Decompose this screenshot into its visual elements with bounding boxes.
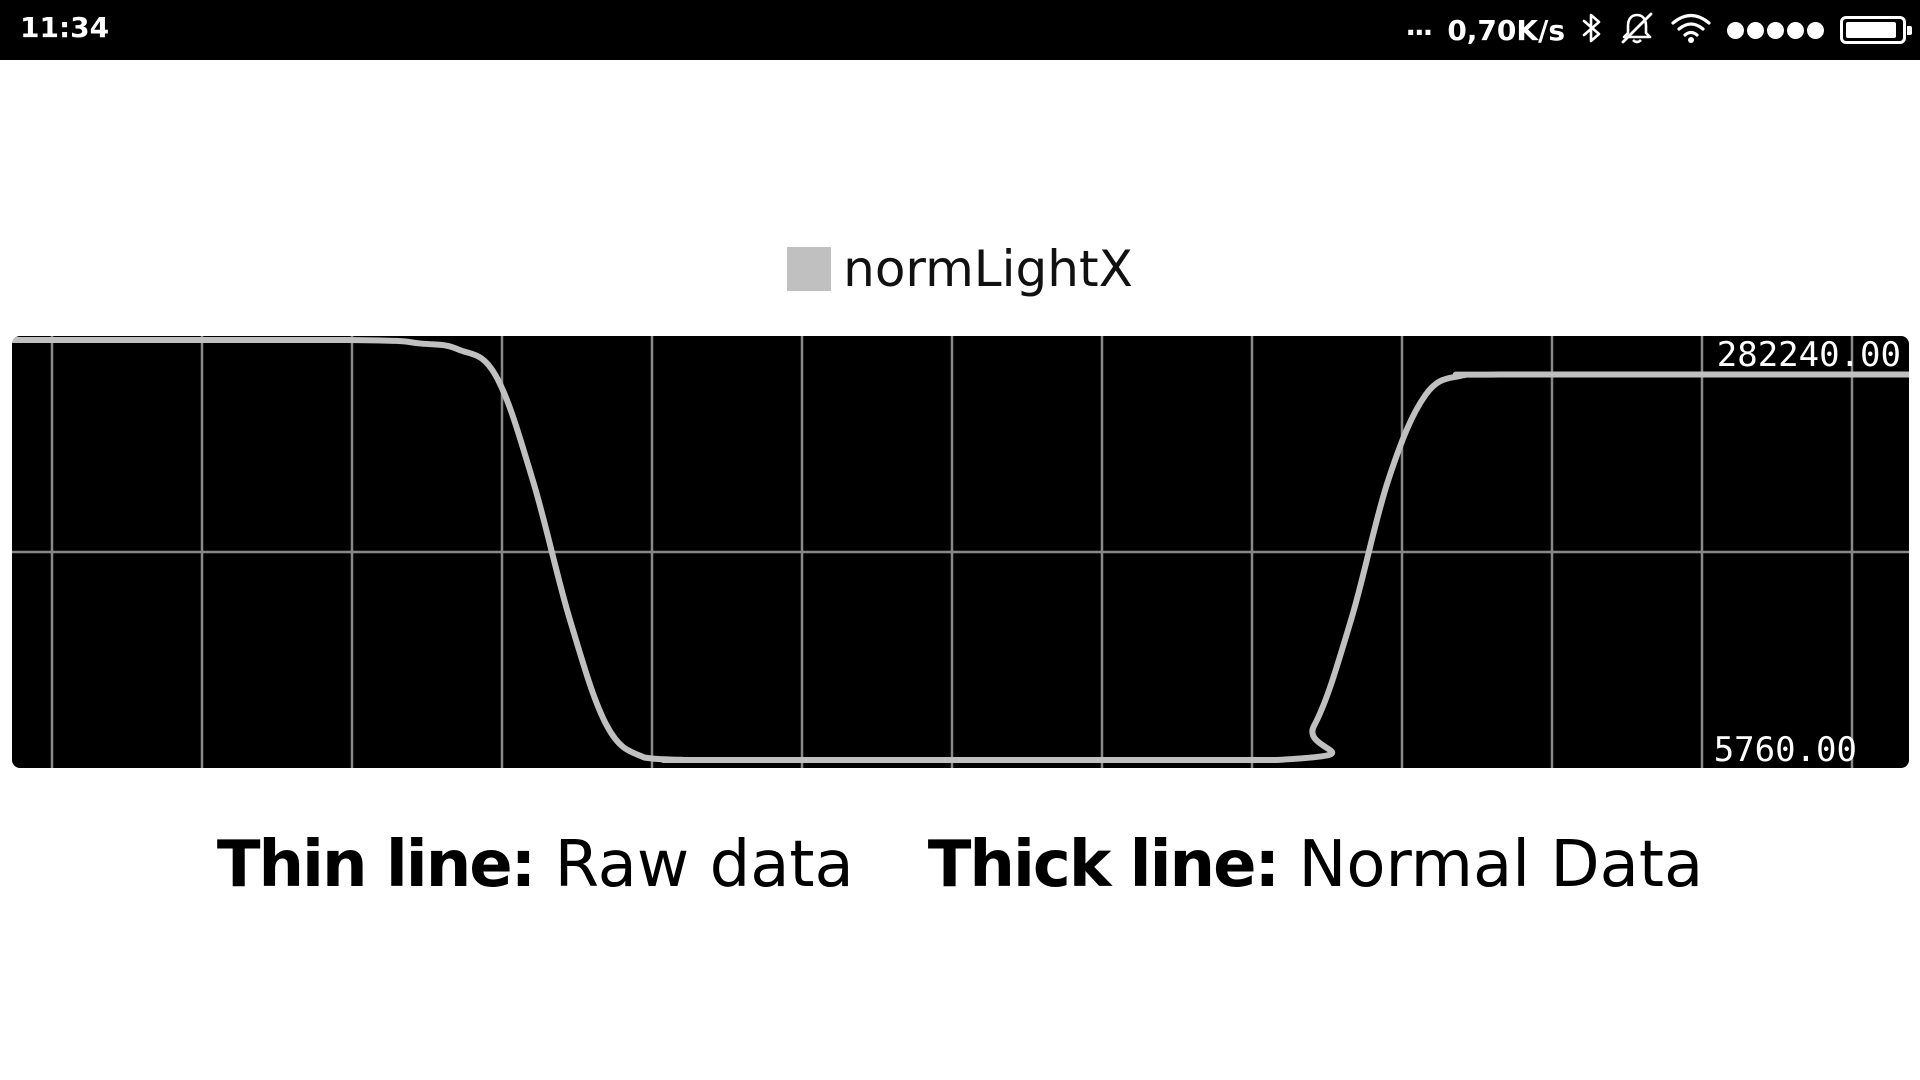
chart-legend: normLightX	[0, 240, 1920, 298]
bluetooth-icon	[1581, 12, 1603, 48]
network-speed: 0,70K/s	[1447, 13, 1565, 47]
y-max-label: 282240.00	[1717, 336, 1901, 375]
signal-strength-icon	[1727, 21, 1824, 39]
line-chart: 282240.00 5760.00	[12, 336, 1909, 768]
legend-label: normLightX	[843, 240, 1133, 298]
wifi-icon	[1671, 12, 1711, 48]
thick-line-caption: Thick line: Normal Data	[928, 828, 1703, 902]
chart-canvas: 282240.00 5760.00	[12, 336, 1909, 768]
y-min-label: 5760.00	[1714, 730, 1857, 768]
chart-caption: Thin line: Raw data Thick line: Normal D…	[0, 828, 1920, 902]
status-icons: ... 0,70K/s	[1405, 0, 1912, 60]
thin-line-caption: Thin line: Raw data	[217, 828, 854, 902]
status-bar: 11:34 ... 0,70K/s	[0, 0, 1920, 60]
legend-swatch	[787, 247, 832, 291]
signal-dot	[1787, 21, 1804, 39]
thin-line-label: Thin line:	[216, 828, 536, 902]
grid	[12, 336, 1909, 768]
bell-muted-icon	[1619, 11, 1655, 49]
thick-line-label: Thick line:	[927, 828, 1280, 902]
signal-dot	[1727, 21, 1744, 39]
status-time: 11:34	[20, 11, 110, 44]
signal-dot	[1747, 21, 1764, 39]
more-notifications-icon: ...	[1405, 8, 1433, 42]
series-layer	[12, 337, 1909, 764]
thick-line-value: Normal Data	[1298, 828, 1704, 902]
battery-icon	[1840, 16, 1912, 44]
signal-dot	[1807, 21, 1824, 39]
series-line-normLightX	[12, 337, 1909, 764]
thin-line-value: Raw data	[554, 828, 854, 902]
signal-dot	[1767, 21, 1784, 39]
